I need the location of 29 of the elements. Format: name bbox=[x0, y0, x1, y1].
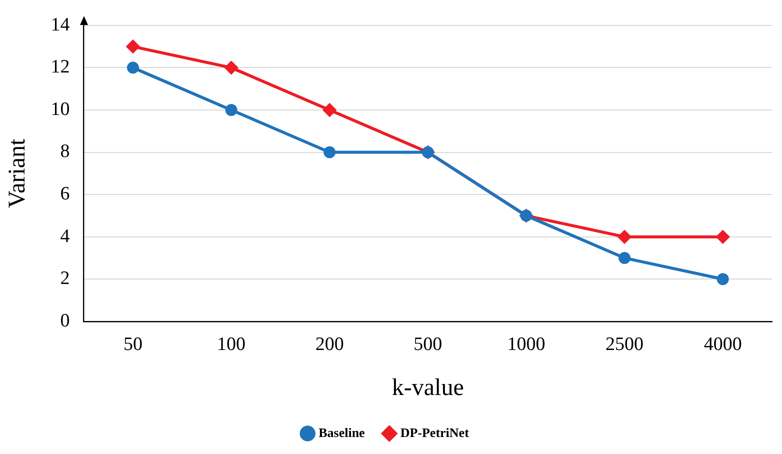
legend-label: Baseline bbox=[318, 424, 366, 440]
y-tick-label: 6 bbox=[60, 184, 70, 205]
y-tick-label: 12 bbox=[50, 56, 70, 78]
x-tick-label: 1000 bbox=[507, 334, 546, 355]
point bbox=[618, 230, 632, 244]
x-axis-title: k-value bbox=[392, 374, 464, 401]
x-tick-label: 50 bbox=[123, 334, 142, 355]
point bbox=[324, 146, 336, 158]
x-tick-label: 4000 bbox=[704, 334, 742, 355]
point bbox=[716, 273, 729, 286]
point bbox=[618, 252, 631, 264]
point bbox=[126, 40, 140, 54]
y-tick-label: 4 bbox=[60, 226, 70, 247]
point bbox=[224, 61, 238, 74]
y-tick-label: 10 bbox=[50, 98, 70, 120]
point bbox=[323, 103, 336, 116]
y-tick-label: 8 bbox=[60, 141, 70, 162]
point bbox=[225, 104, 238, 116]
y-tick-label: 0 bbox=[60, 310, 70, 332]
y-tick-label: 2 bbox=[60, 268, 70, 290]
x-tick-label: 2500 bbox=[606, 334, 644, 355]
x-tick-label: 100 bbox=[217, 334, 246, 355]
point bbox=[716, 230, 730, 244]
y-axis-title: Variant bbox=[4, 138, 31, 208]
legend-label: DP-PetriNet bbox=[400, 424, 470, 440]
y-tick-label: 14 bbox=[50, 14, 70, 36]
x-tick-label: 500 bbox=[414, 334, 442, 355]
point bbox=[126, 62, 139, 74]
x-tick-label: 200 bbox=[315, 334, 344, 355]
